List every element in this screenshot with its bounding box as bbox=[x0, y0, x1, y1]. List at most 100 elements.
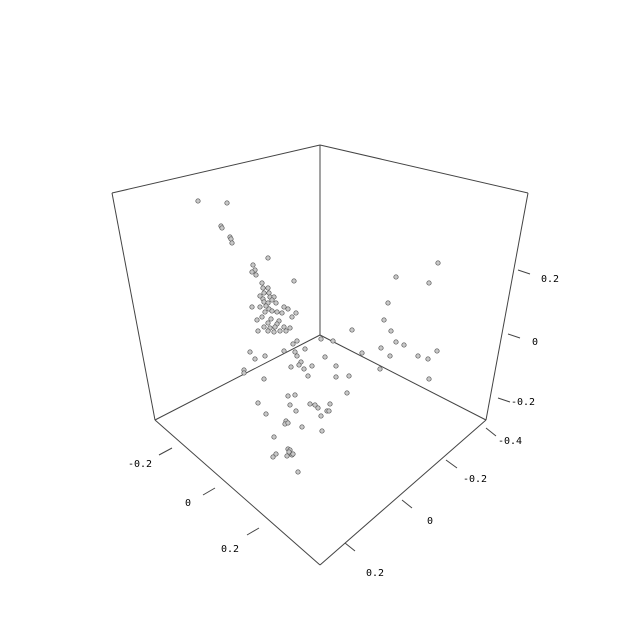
right-axis-tick bbox=[344, 542, 356, 552]
data-point bbox=[284, 453, 290, 459]
data-point bbox=[385, 300, 391, 306]
left-axis-tick bbox=[246, 527, 260, 536]
data-point bbox=[249, 304, 255, 310]
data-point bbox=[415, 353, 421, 359]
data-point bbox=[426, 280, 432, 286]
left-axis-tick-label: 0 bbox=[185, 498, 191, 509]
data-point bbox=[309, 363, 315, 369]
data-point bbox=[269, 308, 275, 314]
vertical-axis-tick bbox=[507, 333, 521, 339]
data-point bbox=[387, 353, 393, 359]
box-edge bbox=[485, 192, 529, 421]
data-point bbox=[285, 393, 291, 399]
data-point bbox=[283, 328, 289, 334]
data-point bbox=[277, 328, 283, 334]
data-point bbox=[330, 338, 336, 344]
data-point bbox=[263, 303, 269, 309]
data-point bbox=[349, 327, 355, 333]
data-point bbox=[293, 408, 299, 414]
data-point bbox=[252, 356, 258, 362]
data-point bbox=[263, 411, 269, 417]
data-point bbox=[260, 285, 266, 291]
data-point bbox=[273, 451, 279, 457]
data-point bbox=[292, 392, 298, 398]
vertical-axis-tick bbox=[497, 397, 511, 403]
data-point bbox=[271, 434, 277, 440]
data-point bbox=[305, 373, 311, 379]
data-point bbox=[281, 304, 287, 310]
data-point bbox=[285, 306, 291, 312]
data-point bbox=[434, 348, 440, 354]
data-point bbox=[291, 278, 297, 284]
data-point bbox=[290, 341, 296, 347]
data-point bbox=[265, 328, 271, 334]
data-point bbox=[255, 400, 261, 406]
box-edge bbox=[319, 334, 487, 421]
right-axis-tick bbox=[445, 459, 458, 469]
vertical-axis-tick-label: 0.2 bbox=[541, 274, 559, 285]
data-point bbox=[253, 272, 259, 278]
data-point bbox=[272, 324, 278, 330]
data-point bbox=[344, 390, 350, 396]
data-point bbox=[229, 240, 235, 246]
vertical-axis-tick-label: 0 bbox=[532, 337, 538, 348]
right-axis-tick bbox=[485, 427, 497, 437]
data-point bbox=[393, 339, 399, 345]
data-point bbox=[301, 366, 307, 372]
data-point bbox=[326, 408, 332, 414]
right-axis-tick-label: -0.2 bbox=[463, 474, 487, 485]
data-point bbox=[262, 309, 268, 315]
data-point bbox=[250, 262, 256, 268]
data-point bbox=[425, 356, 431, 362]
data-point bbox=[302, 346, 308, 352]
data-point bbox=[269, 297, 275, 303]
data-point bbox=[378, 345, 384, 351]
data-point bbox=[268, 316, 274, 322]
data-point bbox=[265, 255, 271, 261]
axes: -0.2 0 0.2 -0.4 -0.2 0 0.2 -0.2 0 0.2 bbox=[128, 269, 559, 579]
data-point bbox=[319, 428, 325, 434]
data-point bbox=[288, 364, 294, 370]
data-point bbox=[333, 374, 339, 380]
box-edge bbox=[111, 192, 156, 421]
vertical-axis-tick-label: -0.2 bbox=[511, 397, 535, 408]
data-point bbox=[287, 402, 293, 408]
data-point bbox=[262, 353, 268, 359]
data-point bbox=[293, 310, 299, 316]
data-point bbox=[279, 310, 285, 316]
data-point bbox=[318, 413, 324, 419]
data-point bbox=[257, 304, 263, 310]
data-point bbox=[359, 350, 365, 356]
data-point bbox=[241, 370, 247, 376]
right-axis-tick-label: -0.4 bbox=[498, 436, 522, 447]
data-point bbox=[322, 354, 328, 360]
data-point bbox=[261, 324, 267, 330]
left-axis-tick-label: -0.2 bbox=[128, 459, 152, 470]
data-point bbox=[289, 314, 295, 320]
data-point bbox=[290, 451, 296, 457]
data-point bbox=[318, 336, 324, 342]
data-point bbox=[294, 353, 300, 359]
data-point bbox=[274, 309, 280, 315]
data-point bbox=[296, 362, 302, 368]
right-axis-tick bbox=[401, 499, 413, 509]
data-point bbox=[224, 200, 230, 206]
left-axis-tick bbox=[158, 447, 173, 456]
data-point bbox=[292, 349, 298, 355]
data-point bbox=[327, 401, 333, 407]
data-point bbox=[435, 260, 441, 266]
data-point bbox=[294, 338, 300, 344]
data-point bbox=[426, 376, 432, 382]
box-edge bbox=[319, 144, 529, 194]
data-point bbox=[261, 376, 267, 382]
data-point bbox=[393, 274, 399, 280]
data-point bbox=[377, 366, 383, 372]
data-point bbox=[295, 469, 301, 475]
data-point bbox=[265, 285, 271, 291]
data-point bbox=[195, 198, 201, 204]
data-point bbox=[259, 280, 265, 286]
data-point bbox=[259, 314, 265, 320]
left-axis-tick-label: 0.2 bbox=[221, 544, 239, 555]
right-axis-tick-label: 0 bbox=[427, 516, 433, 527]
data-point bbox=[254, 317, 260, 323]
